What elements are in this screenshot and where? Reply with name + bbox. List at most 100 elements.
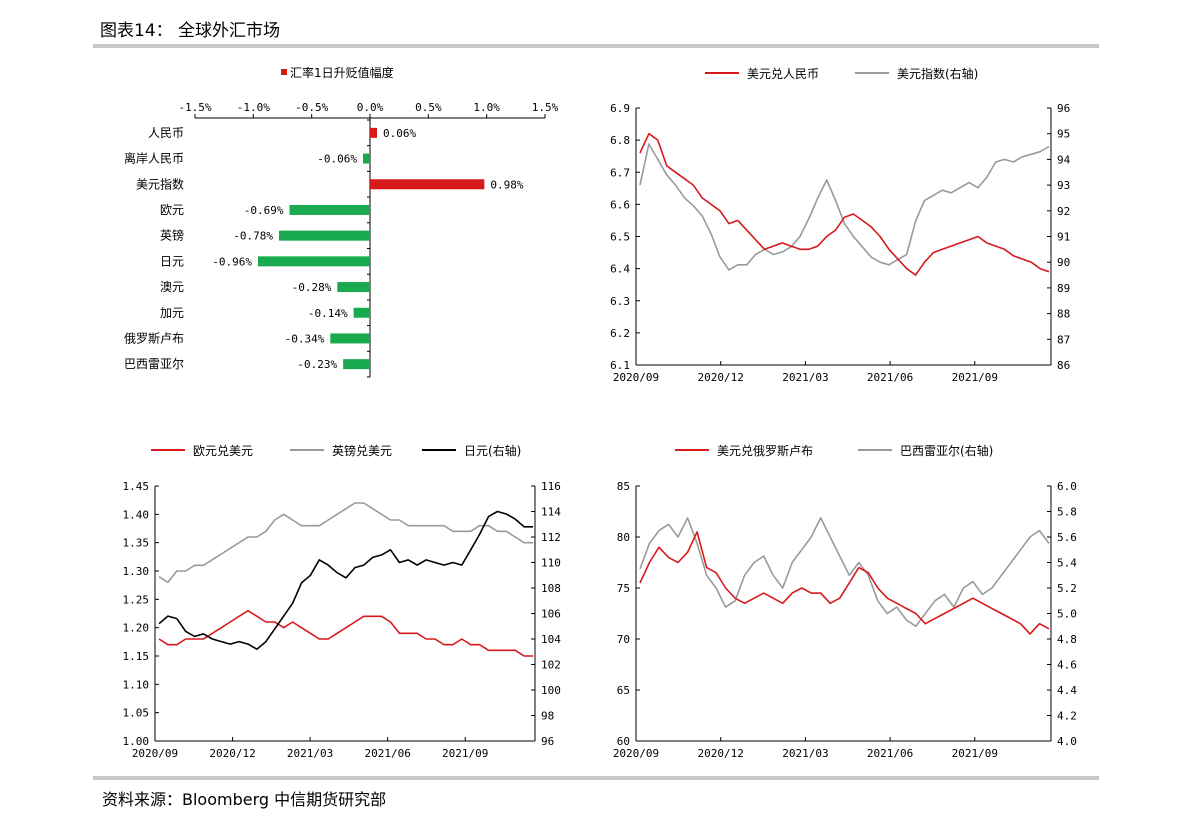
figure-title: 图表14： 全球外汇市场 [100, 21, 281, 41]
right-tick-label: 89 [1057, 282, 1070, 295]
x-tick-label: 0.5% [415, 101, 442, 114]
x-tick-label: 2021/06 [364, 747, 410, 760]
category-label: 离岸人民币 [124, 151, 184, 166]
right-tick-label: 116 [541, 480, 561, 493]
right-tick-label: 95 [1057, 128, 1070, 141]
bar [370, 127, 377, 138]
left-tick-label: 65 [617, 684, 630, 697]
right-tick-label: 4.4 [1057, 684, 1077, 697]
left-tick-label: 1.25 [123, 593, 150, 606]
left-tick-label: 1.20 [123, 622, 150, 635]
right-tick-label: 88 [1057, 308, 1070, 321]
x-tick-label: 2020/09 [132, 747, 178, 760]
left-tick-label: 6.6 [610, 198, 630, 211]
x-tick-label: -1.0% [237, 101, 270, 114]
right-tick-label: 96 [1057, 102, 1070, 115]
value-label: -0.96% [212, 255, 252, 268]
right-tick-label: 104 [541, 633, 561, 646]
left-tick-label: 6.2 [610, 327, 630, 340]
value-label: -0.23% [297, 358, 337, 371]
value-label: -0.69% [244, 204, 284, 217]
left-tick-label: 6.8 [610, 134, 630, 147]
series-line [639, 143, 1050, 271]
right-tick-label: 87 [1057, 333, 1070, 346]
value-label: -0.14% [308, 307, 348, 320]
left-tick-label: 60 [617, 735, 630, 748]
legend-label: 英镑兑美元 [332, 443, 392, 458]
right-tick-label: 5.0 [1057, 608, 1077, 621]
right-tick-label: 91 [1057, 231, 1070, 244]
x-tick-label: 2021/09 [442, 747, 488, 760]
value-label: -0.28% [292, 281, 332, 294]
right-tick-label: 6.0 [1057, 480, 1077, 493]
bar [363, 153, 370, 164]
left-tick-label: 1.35 [123, 537, 150, 550]
left-tick-label: 6.5 [610, 231, 630, 244]
right-tick-label: 4.2 [1057, 710, 1077, 723]
right-tick-label: 5.8 [1057, 506, 1077, 519]
value-label: -0.06% [317, 153, 357, 166]
right-tick-label: 86 [1057, 359, 1070, 372]
left-tick-label: 1.30 [123, 565, 150, 578]
left-tick-label: 6.4 [610, 263, 630, 276]
value-label: -0.78% [233, 230, 273, 243]
right-tick-label: 5.2 [1057, 582, 1077, 595]
left-tick-label: 1.15 [123, 650, 150, 663]
x-tick-label: 2021/03 [287, 747, 333, 760]
x-tick-label: 2020/12 [698, 371, 744, 384]
left-tick-label: 6.7 [610, 166, 630, 179]
source-note: 资料来源：Bloomberg 中信期货研究部 [102, 790, 387, 809]
left-tick-label: 6.9 [610, 102, 630, 115]
legend-swatch [281, 69, 287, 75]
series-line [158, 510, 533, 650]
right-tick-label: 100 [541, 684, 561, 697]
value-label: 0.98% [490, 178, 523, 191]
left-tick-label: 1.45 [123, 480, 150, 493]
right-tick-label: 93 [1057, 179, 1070, 192]
right-tick-label: 96 [541, 735, 554, 748]
bar [330, 333, 370, 344]
left-tick-label: 75 [617, 582, 630, 595]
x-tick-label: 0.0% [357, 101, 384, 114]
right-tick-label: 106 [541, 608, 561, 621]
legend-label: 美元兑俄罗斯卢布 [717, 443, 813, 458]
bar [289, 204, 370, 215]
bar [343, 359, 370, 370]
x-tick-label: 2021/09 [952, 747, 998, 760]
left-tick-label: 80 [617, 531, 630, 544]
x-tick-label: 2020/09 [613, 371, 659, 384]
left-tick-label: 1.40 [123, 508, 150, 521]
series-line [158, 502, 533, 584]
bar [370, 179, 485, 190]
category-label: 澳元 [160, 280, 184, 294]
category-label: 英镑 [160, 228, 184, 243]
bottom-rule [93, 776, 1099, 780]
right-tick-label: 98 [541, 710, 554, 723]
top-rule [93, 44, 1099, 48]
x-tick-label: 2021/09 [952, 371, 998, 384]
x-tick-label: 2021/06 [867, 371, 913, 384]
category-label: 加元 [160, 306, 184, 320]
legend-label: 巴西雷亚尔(右轴) [900, 443, 993, 458]
category-label: 美元指数 [136, 176, 184, 191]
series-line [639, 132, 1050, 276]
left-tick-label: 1.10 [123, 678, 150, 691]
left-tick-label: 1.00 [123, 735, 150, 748]
right-tick-label: 4.0 [1057, 735, 1077, 748]
bar [279, 230, 370, 241]
left-tick-label: 6.1 [610, 359, 630, 372]
x-tick-label: 2021/06 [867, 747, 913, 760]
legend-label: 美元兑人民币 [747, 67, 819, 81]
x-tick-label: 2020/12 [209, 747, 255, 760]
category-label: 日元 [160, 254, 184, 268]
bar [337, 282, 370, 293]
right-tick-label: 114 [541, 506, 561, 519]
right-tick-label: 94 [1057, 153, 1071, 166]
right-tick-label: 5.4 [1057, 557, 1077, 570]
legend-label: 日元(右轴) [464, 443, 521, 458]
series-line [639, 531, 1050, 635]
